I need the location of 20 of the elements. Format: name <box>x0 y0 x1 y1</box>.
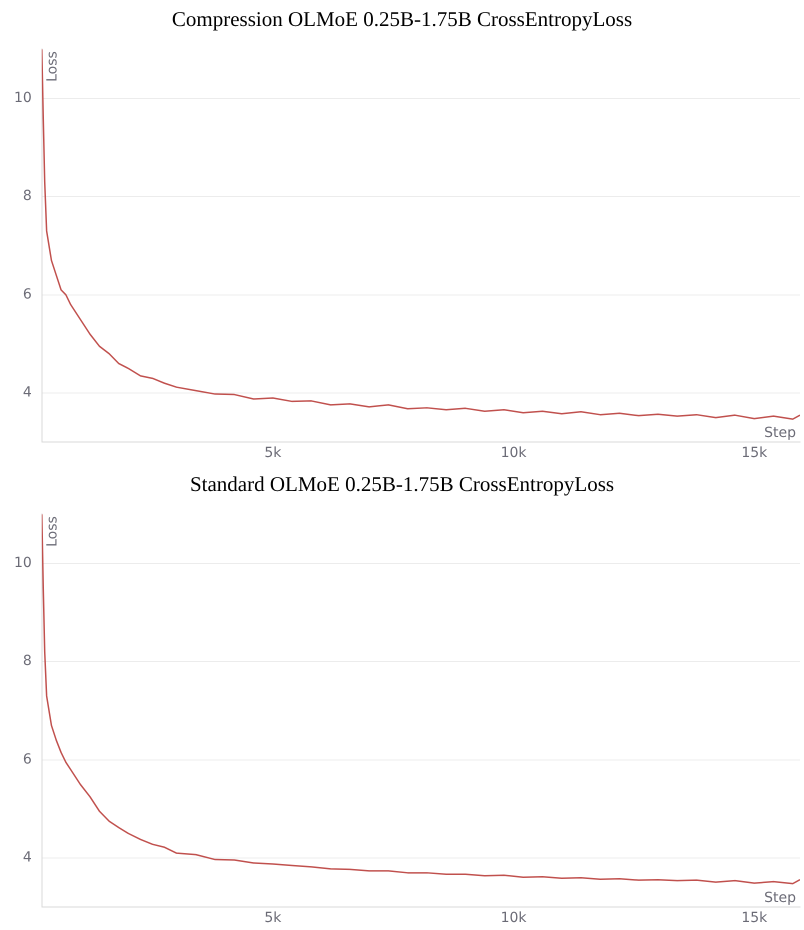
y-axis-title: Loss <box>44 516 60 547</box>
y-axis-title: Loss <box>44 51 60 82</box>
x-tick-label: 10k <box>500 445 528 462</box>
y-tick-label: 8 <box>22 188 32 204</box>
x-tick-label: 5k <box>264 445 282 462</box>
y-tick-label: 4 <box>22 384 32 401</box>
chart-title: Standard OLMoE 0.25B-1.75B CrossEntropyLoss <box>190 472 614 496</box>
x-tick-label: 15k <box>741 445 768 462</box>
x-tick-label: 15k <box>741 910 768 926</box>
y-tick-label: 10 <box>14 90 32 106</box>
x-tick-label: 5k <box>264 910 282 926</box>
chart-title: Compression OLMoE 0.25B-1.75B CrossEntropyLoss <box>172 7 632 32</box>
y-tick-label: 6 <box>22 751 32 768</box>
y-tick-label: 8 <box>22 653 32 670</box>
x-axis-title: Step <box>764 424 796 441</box>
y-tick-label: 4 <box>22 850 32 866</box>
x-axis-title: Step <box>764 890 796 906</box>
x-tick-label: 10k <box>500 910 528 926</box>
y-tick-label: 6 <box>22 286 32 302</box>
y-tick-label: 10 <box>14 554 32 571</box>
